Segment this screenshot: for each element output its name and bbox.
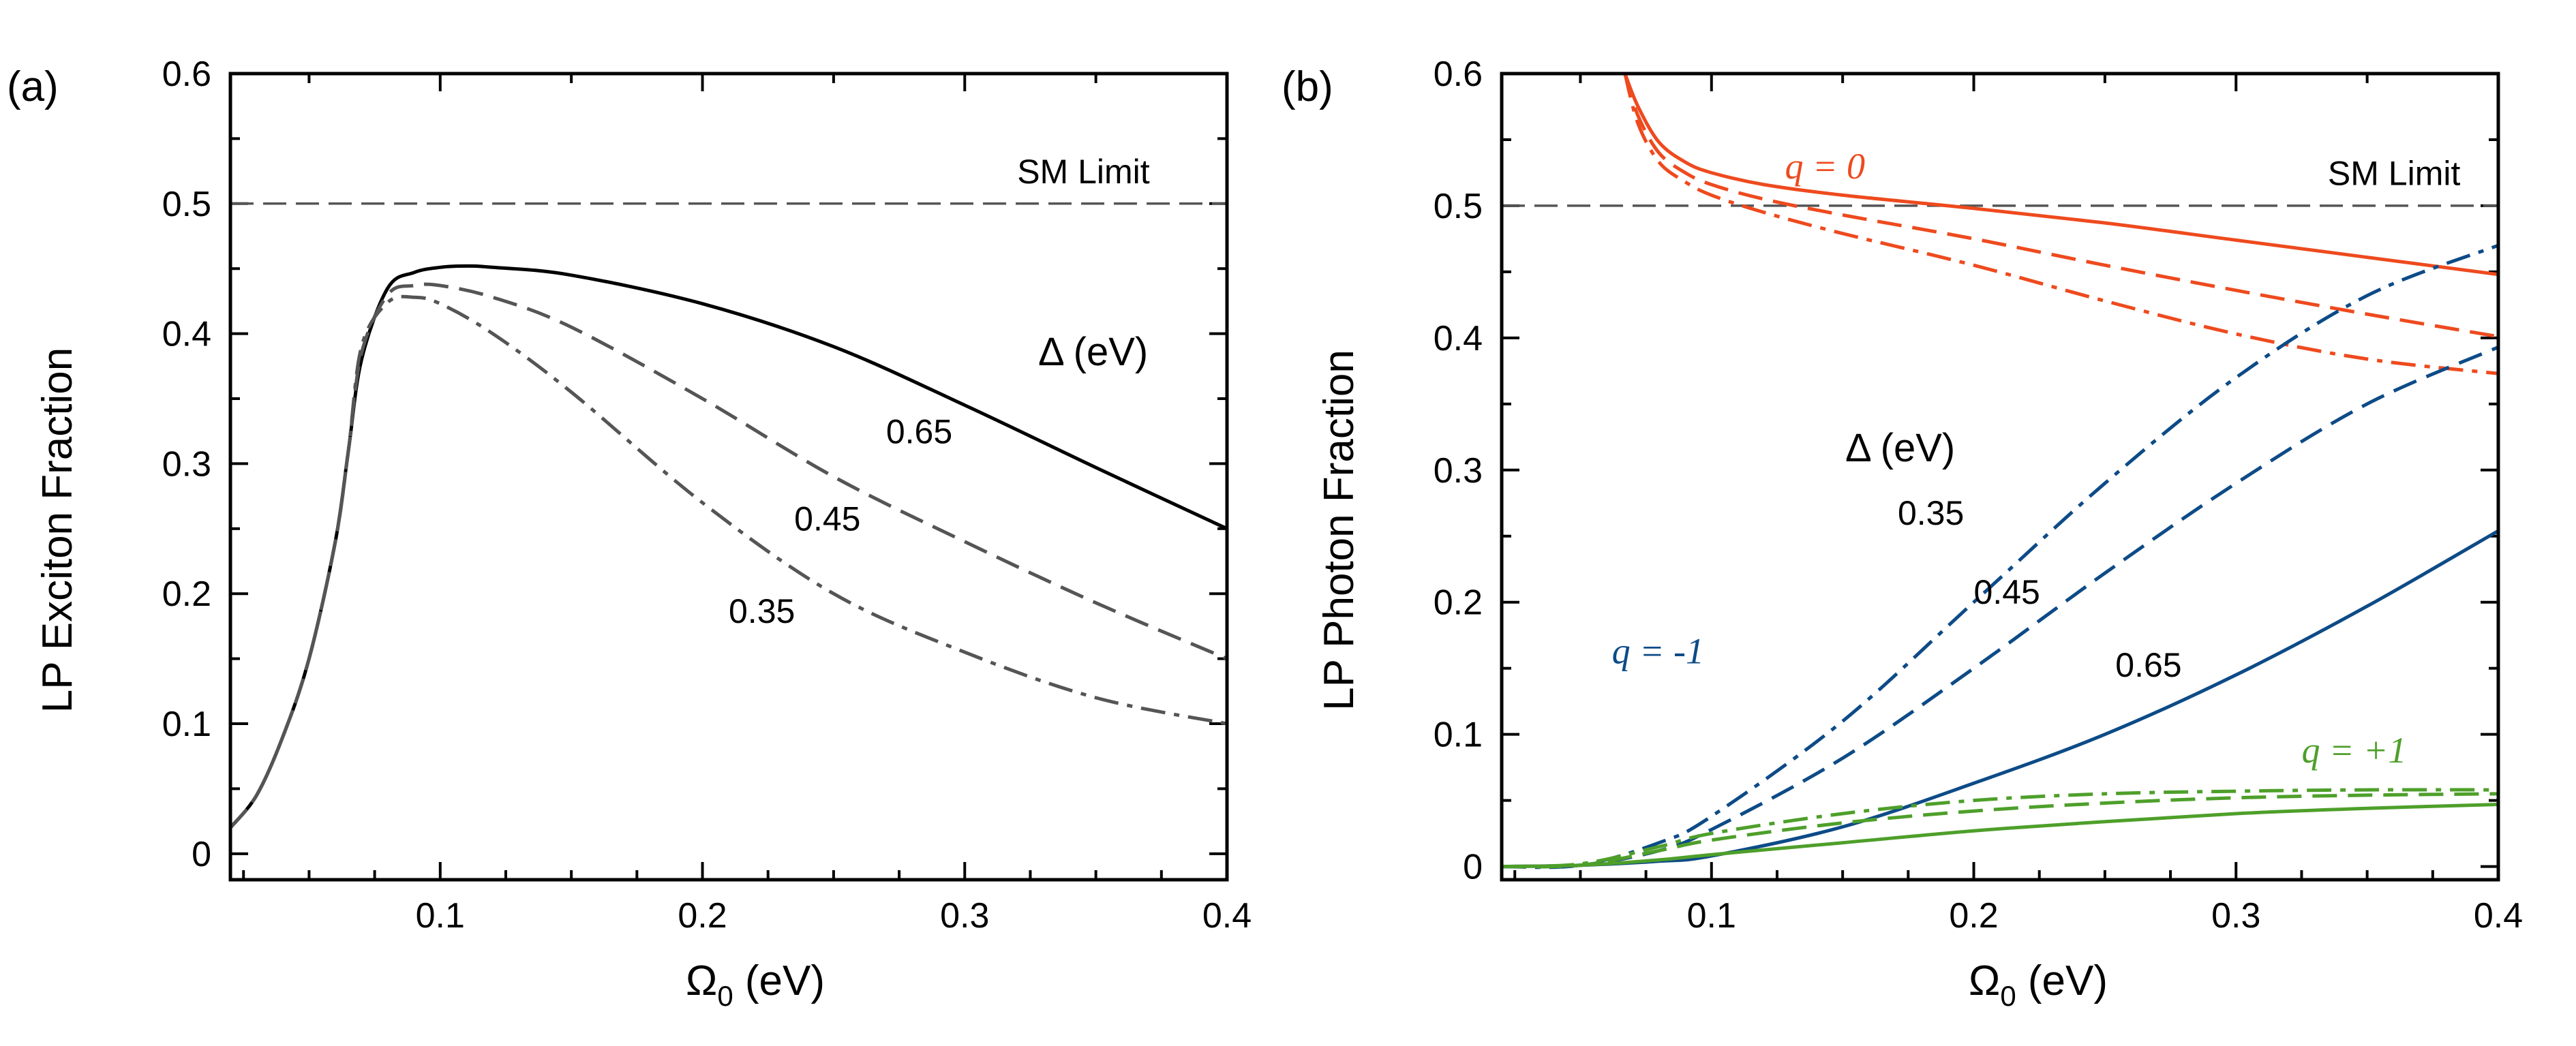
a-xlabel-subscript: 0 <box>717 980 733 1012</box>
a-xlabel: Ω0 (eV) <box>686 957 825 1012</box>
b-qminus1-label: q = -1 <box>1612 630 1704 671</box>
a-ytick-label: 0.1 <box>162 705 211 744</box>
b-ytick-label: 0.5 <box>1434 187 1483 226</box>
a-tick-labels: 0.1 0.2 0.3 0.4 0 0.1 0.2 0.3 0.4 0.5 0.6 <box>162 55 1252 936</box>
b-label-035: 0.35 <box>1898 494 1964 532</box>
b-delta-label: Δ (eV) <box>1845 426 1955 470</box>
b-series-line-1 <box>1623 74 2498 339</box>
b-ytick-label: 0 <box>1463 848 1483 887</box>
b-tick-labels: 0.1 0.2 0.3 0.4 0 0.1 0.2 0.3 0.4 0.5 0.6 <box>1434 55 2523 936</box>
a-xtick-label: 0.4 <box>1202 896 1252 936</box>
a-xtick-label: 0.3 <box>940 896 989 936</box>
b-ytick-label: 0.4 <box>1434 319 1483 358</box>
b-xlabel-symbol: Ω <box>1969 957 2000 1004</box>
a-plot-frame <box>228 72 1229 882</box>
b-ytick-label: 0.1 <box>1434 716 1483 755</box>
panel-label-b: (b) <box>1282 63 1333 110</box>
b-plot-frame <box>1500 72 2500 882</box>
b-sm-limit-label: SM Limit <box>2328 154 2461 192</box>
a-ytick-label: 0.5 <box>162 185 211 224</box>
a-sm-limit-label: SM Limit <box>1017 153 1150 191</box>
b-xtick-label: 0.3 <box>2211 896 2260 936</box>
a-annotations: Δ (eV) 0.65 0.45 0.35 <box>729 330 1148 630</box>
b-q0-label: q = 0 <box>1785 146 1865 187</box>
a-series-group <box>230 264 1227 829</box>
a-xtick-label: 0.2 <box>678 896 727 936</box>
a-label-065: 0.65 <box>886 413 952 451</box>
a-axis-ticks <box>230 72 1228 880</box>
a-xtick-label: 0.1 <box>416 896 465 936</box>
b-ytick-label: 0.3 <box>1434 451 1483 491</box>
b-qplus1-label: q = +1 <box>2301 730 2406 771</box>
a-label-035: 0.35 <box>729 592 795 630</box>
b-xlabel: Ω0 (eV) <box>1969 957 2108 1012</box>
a-xlabel-symbol: Ω <box>686 957 717 1004</box>
b-ylabel: LP Photon Fraction <box>1316 350 1363 711</box>
a-ytick-label: 0.4 <box>162 315 211 354</box>
b-annotations: Δ (eV) 0.35 0.45 0.65 q = 0 q = -1 q = +… <box>1612 146 2407 771</box>
b-series-line-7 <box>1502 792 2498 869</box>
b-series-line-2 <box>1623 74 2498 375</box>
a-ytick-label: 0.2 <box>162 574 211 614</box>
panel-label-a: (a) <box>7 63 59 110</box>
b-series-line-8 <box>1502 788 2498 869</box>
b-series-group <box>1502 74 2498 870</box>
b-xtick-label: 0.1 <box>1687 896 1736 936</box>
b-ytick-label: 0.2 <box>1434 583 1483 623</box>
a-ylabel: LP Exciton Fraction <box>34 348 81 713</box>
b-xlabel-subscript: 0 <box>2000 980 2016 1012</box>
a-ytick-label: 0.3 <box>162 444 211 484</box>
panel-b: (b) 0.1 0.2 0.3 0.4 0 0.1 0.2 0.3 0.4 0.5 0.6 SM L… <box>1282 55 2523 1012</box>
a-delta-label: Δ (eV) <box>1038 330 1148 374</box>
b-xtick-label: 0.2 <box>1949 896 1998 936</box>
b-series-line-6 <box>1502 803 2498 869</box>
a-ytick-label: 0.6 <box>162 55 211 94</box>
b-series-line-0 <box>1623 74 2498 277</box>
a-label-045: 0.45 <box>794 500 860 538</box>
b-ytick-label: 0.6 <box>1434 55 1483 94</box>
b-label-065: 0.65 <box>2115 646 2181 684</box>
a-ytick-label: 0 <box>192 835 211 874</box>
a-series-line-2 <box>230 294 1227 829</box>
b-label-045: 0.45 <box>1974 573 2040 611</box>
b-xtick-label: 0.4 <box>2474 896 2523 936</box>
panel-a: (a) 0.1 0.2 0.3 0.4 0 0.1 0.2 0.3 0.4 0.5 0.6 SM L… <box>7 55 1252 1012</box>
b-xlabel-unit: (eV) <box>2016 957 2108 1004</box>
a-xlabel-unit: (eV) <box>733 957 825 1004</box>
b-series-line-5 <box>1502 243 2498 870</box>
